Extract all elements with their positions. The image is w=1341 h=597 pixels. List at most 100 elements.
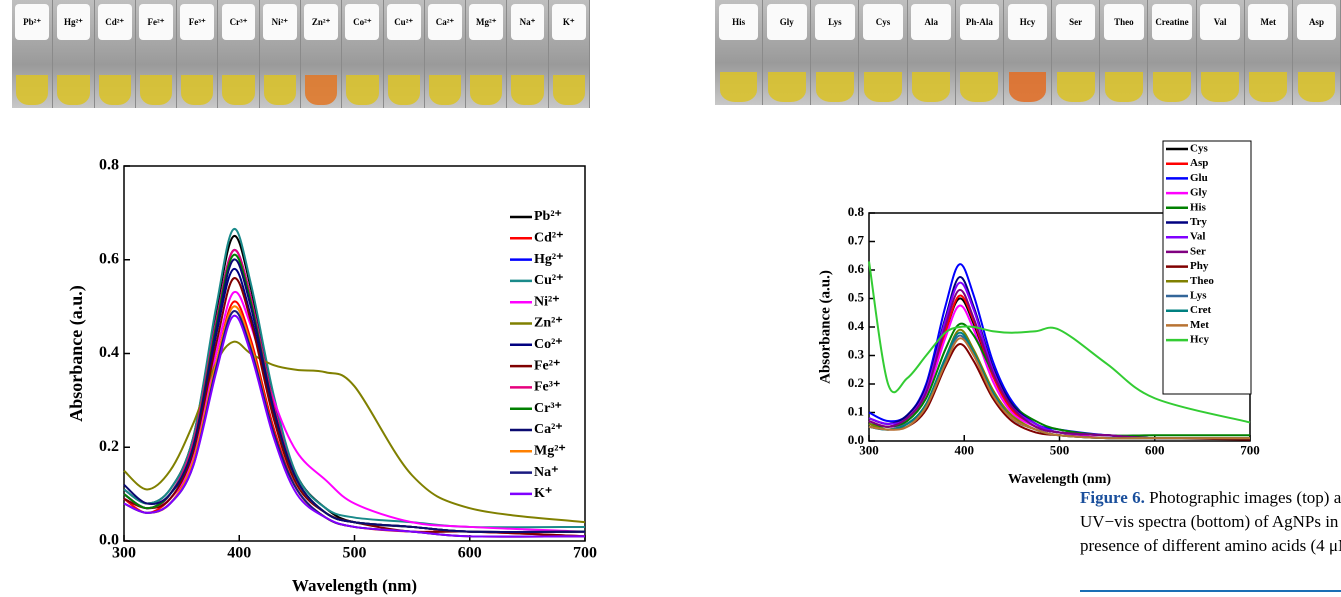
legend-label: His xyxy=(1190,201,1207,213)
vial-label: Cd²⁺ xyxy=(97,4,132,40)
vial: Ca²⁺ xyxy=(425,0,467,108)
legend-label: Ca²⁺ xyxy=(534,422,563,437)
x-tick-label: 700 xyxy=(1240,442,1260,457)
vial-liquid xyxy=(552,75,585,105)
vial-liquid xyxy=(767,72,806,102)
photo-amino-acids: His Gly Lys Cys Ala Ph-Ala Hcy Ser Theo Creatine V… xyxy=(715,0,1341,105)
vial: Mg²⁺ xyxy=(466,0,508,108)
series-line xyxy=(123,228,586,529)
legend-label: Hg²⁺ xyxy=(534,252,563,267)
vial-label: Ph-Ala xyxy=(959,4,1000,40)
x-tick-label: 300 xyxy=(112,544,136,561)
x-axis-title: Wavelength (nm) xyxy=(1008,472,1111,487)
y-tick-label: 0.2 xyxy=(99,438,119,455)
series-line xyxy=(868,337,1250,440)
y-tick-label: 0.8 xyxy=(848,204,865,219)
vial-label: Fe²⁺ xyxy=(139,4,173,40)
legend-label: Met xyxy=(1190,319,1209,331)
legend-label: Zn²⁺ xyxy=(534,316,563,331)
legend-label: Cret xyxy=(1190,304,1212,316)
x-tick-label: 700 xyxy=(573,544,597,561)
vial: Cr³⁺ xyxy=(218,0,260,108)
x-tick-label: 400 xyxy=(227,544,251,561)
legend-label: Pb²⁺ xyxy=(534,209,562,224)
vial-liquid xyxy=(816,72,854,102)
legend-label: Val xyxy=(1190,231,1206,243)
caption-text: Photographic images (top) and UV−vis spe… xyxy=(1080,488,1341,555)
vial-label: Cu²⁺ xyxy=(386,4,421,40)
vial-label: Fe³⁺ xyxy=(180,4,215,40)
vial-label: Cys xyxy=(863,4,903,40)
vial: Lys xyxy=(811,0,860,105)
vial: His xyxy=(715,0,764,105)
legend-label: Hcy xyxy=(1190,334,1209,346)
vial: Pb²⁺ xyxy=(12,0,54,108)
series-line xyxy=(123,300,586,538)
vial-label: Ca²⁺ xyxy=(428,4,462,40)
y-tick-label: 0.4 xyxy=(99,344,119,361)
series-line xyxy=(123,340,586,524)
vial: Val xyxy=(1197,0,1245,105)
vial-label: Asp xyxy=(1296,4,1337,40)
vial-liquid xyxy=(16,75,49,105)
vial-label: Gly xyxy=(766,4,807,40)
legend-label: K⁺ xyxy=(534,486,552,501)
y-axis-title: Absorbance (a.u.) xyxy=(817,270,833,384)
photo-metal-ions: Pb²⁺ Hg²⁺ Cd²⁺ Fe²⁺ Fe³⁺ Cr³⁺ Ni²⁺ Zn²⁺ Co²⁺ Cu²⁺… xyxy=(12,0,590,108)
vial-liquid xyxy=(304,75,338,105)
legend-label: Co²⁺ xyxy=(534,337,563,352)
series-line xyxy=(123,314,586,538)
legend-label: Cu²⁺ xyxy=(534,273,563,288)
y-tick-label: 0.2 xyxy=(848,375,864,390)
vial-label: Hg²⁺ xyxy=(56,4,91,40)
vial-label: His xyxy=(718,4,759,40)
vial-liquid xyxy=(428,75,462,105)
legend-label: Glu xyxy=(1190,172,1208,184)
vial-label: Creatine xyxy=(1152,4,1192,40)
vial-label: Val xyxy=(1200,4,1240,40)
vial-liquid xyxy=(139,75,173,105)
vial-liquid xyxy=(912,72,951,102)
vial: Gly xyxy=(763,0,812,105)
vial-liquid xyxy=(470,75,503,105)
legend-label: Mg²⁺ xyxy=(534,444,566,459)
y-tick-label: 0.8 xyxy=(99,157,119,174)
vial-label: K⁺ xyxy=(551,4,586,40)
y-tick-label: 0.7 xyxy=(848,232,865,247)
plot-frame xyxy=(123,165,586,542)
legend-label: Cys xyxy=(1190,143,1208,155)
x-axis-title: Wavelength (nm) xyxy=(292,576,417,595)
vial: Fe³⁺ xyxy=(177,0,219,108)
legend-label: Phy xyxy=(1190,260,1209,272)
vial-liquid xyxy=(57,75,90,105)
vial-liquid xyxy=(511,75,544,105)
series-line xyxy=(123,277,586,538)
legend-label: Fe²⁺ xyxy=(534,358,560,373)
y-tick-label: 0.6 xyxy=(848,261,865,276)
vial: Zn²⁺ xyxy=(301,0,343,108)
vial: Ala xyxy=(908,0,956,105)
y-tick-label: 0.0 xyxy=(99,532,119,549)
vial-liquid xyxy=(387,75,420,105)
y-tick-label: 0.6 xyxy=(99,250,119,267)
vial-label: Na⁺ xyxy=(510,4,545,40)
vial: Cys xyxy=(859,0,908,105)
vial: Creatine xyxy=(1148,0,1197,105)
vial-liquid xyxy=(1201,72,1240,102)
series-line xyxy=(123,253,586,533)
series-line xyxy=(123,249,586,533)
vial-label: Met xyxy=(1248,4,1289,40)
legend-label: Lys xyxy=(1190,290,1207,302)
vial-label: Theo xyxy=(1104,4,1144,40)
figure-caption: Figure 6. Photographic images (top) and … xyxy=(1080,486,1341,558)
vial-liquid xyxy=(98,75,131,105)
x-tick-label: 400 xyxy=(955,442,975,457)
series-line xyxy=(123,249,586,533)
vial: Ph-Ala xyxy=(956,0,1004,105)
x-tick-label: 300 xyxy=(859,442,879,457)
vial: Cu²⁺ xyxy=(384,0,425,108)
caption-rule xyxy=(1080,590,1341,592)
vial: Cd²⁺ xyxy=(95,0,136,108)
vial-liquid xyxy=(346,75,379,105)
